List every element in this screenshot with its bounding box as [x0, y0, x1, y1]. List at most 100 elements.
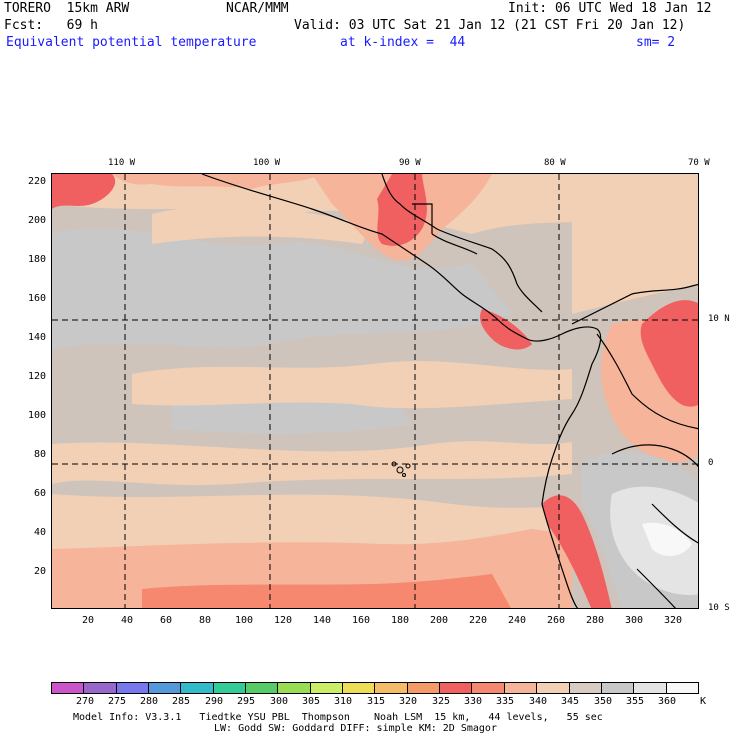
lat-tick-10n: 10 N: [708, 314, 730, 324]
border-honduras: [431, 233, 478, 255]
y-tick: 60: [33, 488, 46, 499]
x-tick: 100: [234, 615, 254, 626]
latlon-grid: [52, 174, 698, 608]
lon-tick-100w: 100 W: [253, 158, 281, 168]
colorbar-swatch: [537, 683, 570, 693]
org-label: NCAR/MMM: [226, 1, 289, 16]
colorbar-label: 350: [593, 696, 613, 707]
colorbar-swatch: [601, 683, 635, 693]
colorbar-label: 280: [139, 696, 159, 707]
valid-time: Valid: 03 UTC Sat 21 Jan 12 (21 CST Fri …: [294, 18, 686, 33]
colorbar-swatch: [278, 683, 311, 693]
field-south-red: [142, 574, 511, 608]
x-tick: 180: [390, 615, 410, 626]
field-peru-red: [542, 495, 612, 608]
island: [396, 466, 404, 474]
colorbar-swatch: [504, 683, 538, 693]
colorbar-label: 325: [431, 696, 451, 707]
island: [402, 473, 406, 477]
colorbar-label: 345: [560, 696, 580, 707]
colorbar-swatch: [181, 683, 214, 693]
field-grey-band: [52, 228, 512, 349]
colorbar-swatch: [343, 683, 376, 693]
map-field-svg: [52, 174, 698, 608]
field-costa-rica-red: [480, 309, 532, 350]
y-tick: 200: [27, 215, 46, 226]
y-tick: 40: [33, 527, 46, 538]
coastlines: [201, 174, 698, 608]
x-tick: 60: [159, 615, 173, 626]
field-north-peach-2: [152, 205, 372, 244]
colorbar-swatch: [84, 683, 117, 693]
y-tick: 120: [27, 371, 46, 382]
field-nw-red: [52, 174, 116, 209]
colorbar-swatch: [375, 683, 408, 693]
colorbar-swatch: [634, 683, 667, 693]
y-tick: 20: [33, 566, 46, 577]
field-peach-band-2: [52, 441, 572, 486]
x-tick: 160: [351, 615, 371, 626]
colorbar-swatch: [116, 683, 150, 693]
x-tick: 320: [663, 615, 683, 626]
colorbar-label: 320: [398, 696, 418, 707]
field-andes-brightest: [642, 522, 692, 556]
colorbar-label: 305: [301, 696, 321, 707]
colorbar-label: 315: [366, 696, 386, 707]
colorbar-label: 285: [171, 696, 191, 707]
x-tick: 200: [429, 615, 449, 626]
y-tick: 220: [27, 176, 46, 187]
smoothing-label: sm= 2: [636, 35, 676, 50]
model-physics: LW: Godd SW: Goddard DIFF: simple KM: 2D…: [214, 723, 497, 734]
y-tick: 160: [27, 293, 46, 304]
colorbar-label: 290: [204, 696, 224, 707]
colorbar-label: 275: [107, 696, 127, 707]
colorbar-label: 340: [528, 696, 548, 707]
border-peru-bolivia: [636, 568, 676, 608]
lon-tick-80w: 80 W: [544, 158, 566, 168]
x-tick: 20: [81, 615, 95, 626]
colorbar-label: 335: [495, 696, 515, 707]
colorbar-swatch: [666, 683, 698, 693]
x-tick: 220: [468, 615, 488, 626]
colorbar-label: 355: [625, 696, 645, 707]
colorbar-swatch: [149, 683, 182, 693]
model-title: TORERO 15km ARW: [4, 1, 130, 16]
border-colombia: [596, 333, 698, 430]
y-tick: 140: [27, 332, 46, 343]
lat-tick-0: 0: [708, 458, 714, 468]
field-name: Equivalent potential temperature: [6, 35, 257, 50]
y-tick: 180: [27, 254, 46, 265]
border-peru-brazil: [651, 503, 698, 544]
x-tick: 140: [312, 615, 332, 626]
field-caribbean-peach: [572, 174, 698, 314]
colorbar-label: 295: [236, 696, 256, 707]
y-tick: 80: [33, 449, 46, 460]
colorbar: [51, 682, 699, 694]
field-andes-red: [640, 300, 698, 407]
colorbar-swatch: [310, 683, 344, 693]
colorbar-swatch: [569, 683, 602, 693]
colorbar-swatch: [472, 683, 505, 693]
forecast-hour: Fcst: 69 h: [4, 18, 98, 33]
colorbar-label: 330: [463, 696, 483, 707]
init-time: Init: 06 UTC Wed 18 Jan 12: [508, 1, 712, 16]
lon-tick-90w: 90 W: [399, 158, 421, 168]
x-tick: 280: [585, 615, 605, 626]
colorbar-label: 310: [333, 696, 353, 707]
colorbar-swatch: [246, 683, 279, 693]
border-guatemala: [412, 203, 433, 234]
colorbar-swatch: [213, 683, 247, 693]
level-index: at k-index = 44: [340, 35, 466, 50]
theta-e-map: [51, 173, 699, 609]
x-tick: 240: [507, 615, 527, 626]
x-tick: 300: [624, 615, 644, 626]
colorbar-label: 270: [75, 696, 95, 707]
coastline-pacific: [201, 174, 602, 608]
colorbar-swatch: [52, 683, 85, 693]
lon-tick-110w: 110 W: [108, 158, 136, 168]
colorbar-unit: K: [699, 696, 707, 707]
x-tick: 40: [120, 615, 134, 626]
colorbar-swatch: [440, 683, 473, 693]
x-tick: 120: [273, 615, 293, 626]
y-tick: 100: [27, 410, 46, 421]
